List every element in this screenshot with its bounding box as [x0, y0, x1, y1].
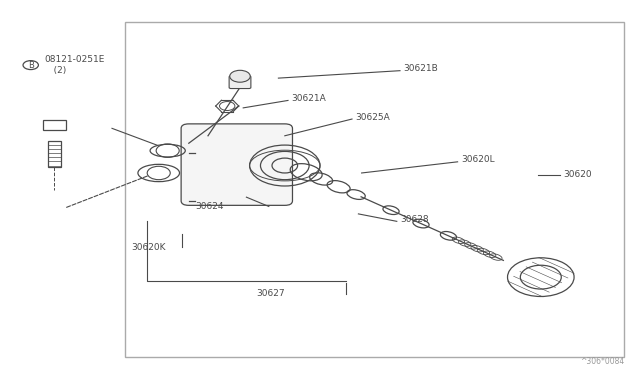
Text: 30627: 30627 [256, 289, 285, 298]
Text: 30621A: 30621A [291, 94, 326, 103]
Bar [125, 22, 624, 357]
Text: 30620L: 30620L [461, 155, 495, 164]
Text: 30625A: 30625A [355, 113, 390, 122]
Text: 30620: 30620 [563, 170, 592, 179]
Text: 08121-0251E
   (2): 08121-0251E (2) [45, 55, 105, 75]
FancyBboxPatch shape [229, 76, 251, 89]
Text: 30620K: 30620K [131, 243, 166, 252]
Text: 30624: 30624 [195, 202, 224, 211]
FancyBboxPatch shape [181, 124, 292, 205]
Circle shape [230, 70, 250, 82]
FancyBboxPatch shape [43, 120, 66, 130]
Text: 30621B: 30621B [403, 64, 438, 73]
Bar [48, 141, 61, 167]
Text: ^306*0084: ^306*0084 [580, 357, 624, 366]
Text: B: B [28, 61, 34, 70]
Text: 30628: 30628 [400, 215, 429, 224]
